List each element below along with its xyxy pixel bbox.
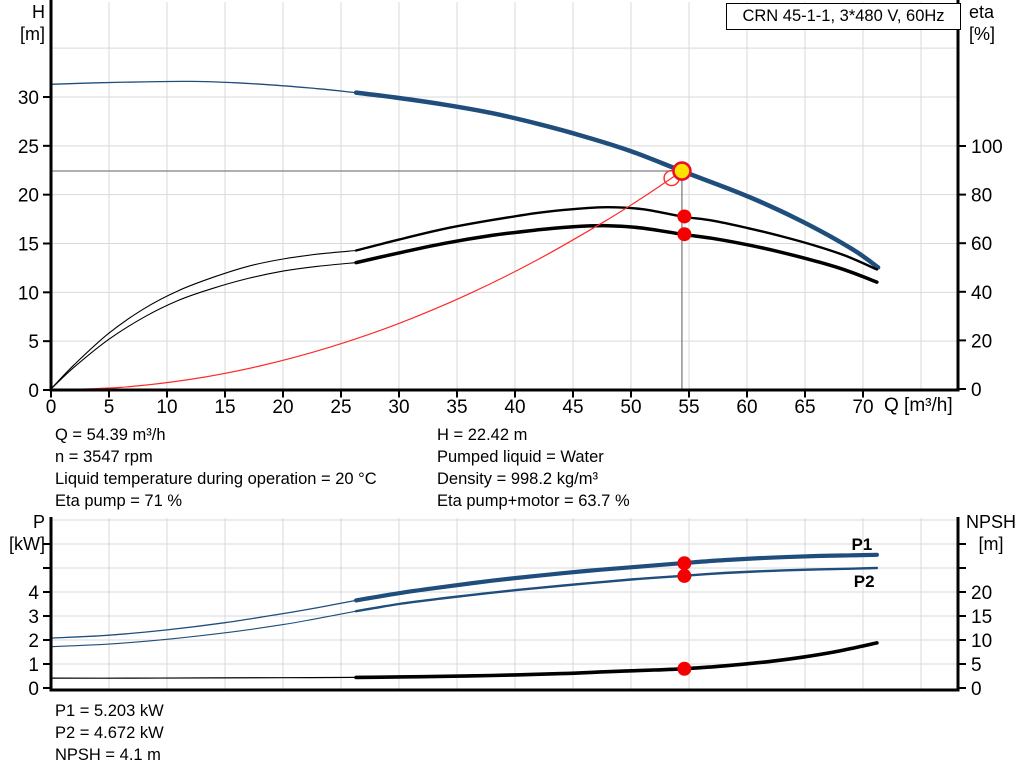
eta-pump-curve [354, 206, 879, 271]
npsh-tick-label: 15 [971, 607, 992, 628]
p1-curve [353, 552, 879, 603]
p2-curve-label: P2 [854, 572, 875, 591]
p-tick-label: 2 [28, 631, 39, 652]
duty-point-marker[interactable] [672, 161, 692, 181]
q-tick-label: 20 [272, 397, 293, 418]
info-speed: n = 3547 rpm [55, 448, 153, 466]
h-tick-label: 20 [18, 186, 39, 207]
eta-duty-dot [677, 227, 692, 242]
q-tick-label: 70 [852, 397, 873, 418]
h-tick-label: 30 [18, 88, 39, 109]
q-tick-label: 40 [504, 397, 525, 418]
q-tick-label: 65 [794, 397, 815, 418]
h-tick-label: 25 [18, 137, 39, 158]
npsh-tick-label: 20 [971, 583, 992, 604]
q-tick-label: 45 [562, 397, 583, 418]
q-tick-label: 0 [46, 397, 57, 418]
eta-tick-label: 20 [971, 331, 992, 352]
p1-curve-label: P1 [851, 535, 872, 554]
h-tick-label: 10 [18, 283, 39, 304]
h-tick-label: 5 [28, 332, 39, 353]
p1-curve-thin [50, 599, 357, 639]
npsh-curve [354, 641, 879, 680]
npsh-tick-label: 10 [971, 631, 992, 652]
power-duty-dot [677, 568, 692, 583]
p-tick-label: 0 [28, 679, 39, 700]
p2-curve-thin [50, 610, 357, 648]
p-axis-title: P [32, 512, 45, 532]
eta-axis-unit: [%] [969, 24, 996, 44]
eta-tick-label: 80 [971, 186, 992, 207]
npsh-axis-title: NPSH [965, 512, 1016, 532]
p2-curve [354, 566, 879, 613]
eta-pump-motor-curve-thin [50, 262, 357, 390]
q-tick-label: 30 [388, 397, 409, 418]
q-tick-label: 60 [736, 397, 757, 418]
info-liquid: Pumped liquid = Water [437, 448, 604, 466]
p-tick-label: 1 [28, 655, 39, 676]
info-temperature: Liquid temperature during operation = 20… [55, 470, 377, 488]
p-tick-label: 3 [28, 607, 39, 628]
q-tick-label: 50 [620, 397, 641, 418]
power-duty-dot [677, 556, 692, 571]
eta-pump-curve-thin [50, 249, 357, 390]
eta-axis-title: eta [969, 2, 995, 22]
eta-tick-label: 40 [971, 283, 992, 304]
h-tick-label: 0 [28, 381, 39, 402]
head-curve-thin [50, 80, 357, 94]
q-tick-label: 15 [214, 397, 235, 418]
npsh-curve-thin [50, 676, 357, 679]
info-eta-pump: Eta pump = 71 % [55, 492, 183, 510]
q-tick-label: 5 [104, 397, 115, 418]
q-tick-label: 55 [678, 397, 699, 418]
h-axis-unit: [m] [20, 24, 45, 44]
eta-pump-motor-curve [354, 223, 879, 284]
info-p1: P1 = 5.203 kW [55, 702, 164, 720]
eta-tick-label: 100 [971, 137, 1003, 158]
h-axis-title: H [32, 2, 45, 22]
eta-duty-dot [677, 209, 692, 224]
q-tick-label: 25 [330, 397, 351, 418]
p-tick-label: 4 [28, 583, 39, 604]
npsh-duty-dot [677, 661, 692, 676]
head-curve [353, 90, 881, 270]
eta-tick-label: 60 [971, 234, 992, 255]
info-flow: Q = 54.39 m³/h [55, 426, 166, 444]
info-head: H = 22.42 m [437, 426, 528, 444]
npsh-tick-label: 5 [971, 655, 982, 676]
info-eta-total: Eta pump+motor = 63.7 % [437, 492, 630, 510]
p-axis-unit: [kW] [9, 534, 45, 554]
info-p2: P2 = 4.672 kW [55, 724, 164, 742]
eta-tick-label: 0 [971, 380, 982, 401]
q-axis-label: Q [m³/h] [884, 395, 953, 416]
info-density: Density = 998.2 kg/m³ [437, 470, 598, 488]
system-curve [50, 170, 683, 391]
q-tick-label: 10 [156, 397, 177, 418]
pump-model-box: CRN 45-1-1, 3*480 V, 60Hz [726, 3, 961, 30]
npsh-tick-label: 0 [971, 679, 982, 700]
npsh-axis-unit: [m] [978, 534, 1004, 554]
q-tick-label: 35 [446, 397, 467, 418]
h-tick-label: 15 [18, 234, 39, 255]
info-npsh: NPSH = 4.1 m [55, 746, 161, 764]
